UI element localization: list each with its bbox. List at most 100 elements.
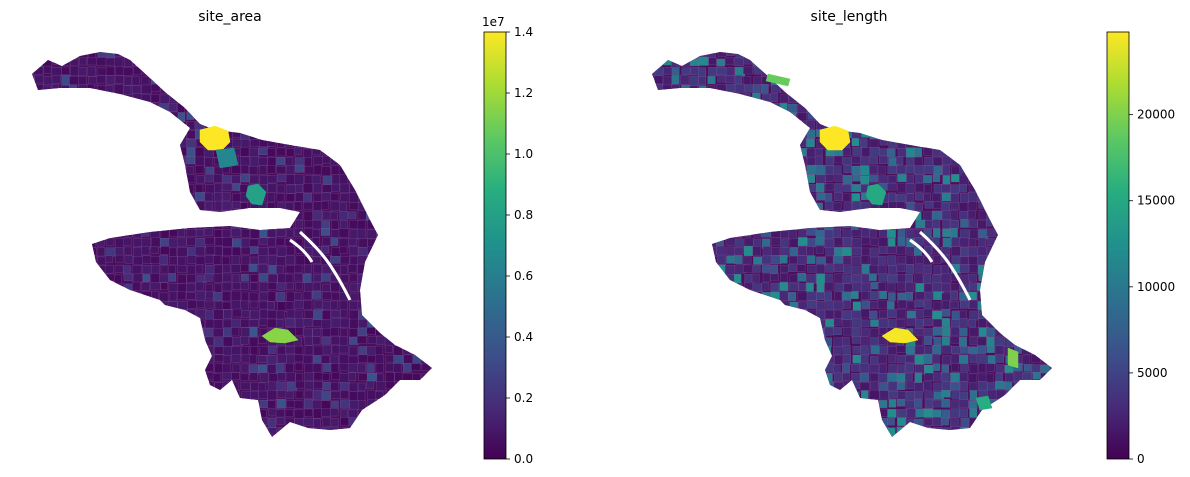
map-cell: [295, 119, 305, 129]
map-cell: [79, 121, 88, 130]
map-cell: [986, 75, 995, 86]
map-cell: [160, 282, 168, 290]
map-cell: [1049, 354, 1052, 364]
map-cell: [393, 355, 404, 365]
map-cell: [329, 76, 338, 87]
map-cell: [969, 353, 978, 364]
map-cell: [403, 309, 413, 319]
map-cell: [888, 138, 897, 149]
map-cell: [652, 129, 654, 139]
map-cell: [97, 202, 107, 211]
map-cell: [394, 156, 404, 167]
map-cell: [221, 435, 232, 437]
map-cell: [78, 129, 89, 140]
map-cell: [213, 219, 224, 230]
map-cell: [994, 354, 1004, 363]
map-cell: [788, 84, 798, 95]
map-cell: [806, 336, 815, 346]
map-cell: [652, 238, 654, 248]
map-cell: [249, 219, 258, 230]
map-cell: [825, 300, 835, 310]
map-cell: [258, 255, 268, 264]
map-cell: [160, 41, 170, 50]
map-cell: [1014, 391, 1025, 402]
map-cell: [663, 363, 672, 373]
map-cell: [662, 156, 671, 166]
map-cell: [1021, 229, 1032, 238]
map-cell: [671, 102, 681, 111]
map-cell: [725, 291, 736, 299]
map-cell: [133, 256, 143, 266]
map-cell: [652, 274, 655, 283]
map-cell: [743, 354, 752, 362]
map-cell: [385, 129, 396, 139]
map-cell: [394, 246, 404, 254]
map-cell: [743, 138, 753, 148]
map-cell: [1013, 400, 1024, 410]
map-cell: [240, 363, 249, 373]
map-cell: [906, 201, 916, 211]
map-cell: [1014, 202, 1024, 212]
map-cell: [304, 220, 314, 228]
map-cell: [79, 264, 88, 275]
map-cell: [1014, 274, 1024, 284]
map-cell: [212, 390, 221, 401]
map-cell: [843, 83, 854, 92]
map-cell: [222, 41, 232, 49]
map-cell: [761, 319, 771, 330]
map-cell: [860, 319, 870, 328]
map-cell: [366, 58, 375, 67]
map-cell: [905, 264, 915, 274]
map-cell: [385, 436, 395, 437]
map-cell: [969, 219, 978, 228]
map-cell: [204, 76, 213, 84]
map-cell: [348, 346, 358, 357]
map-cell: [662, 93, 672, 102]
map-cell: [789, 436, 798, 437]
map-cell: [88, 174, 97, 183]
map-cell: [1031, 417, 1041, 426]
map-cell: [204, 40, 213, 50]
map-cell: [717, 74, 726, 83]
map-cell: [851, 381, 861, 389]
map-cell: [797, 336, 807, 345]
map-cell: [771, 390, 782, 398]
map-cell: [897, 299, 907, 309]
map-cell: [294, 400, 304, 409]
map-cell: [652, 201, 653, 211]
map-cell: [43, 111, 51, 120]
map-cell: [51, 121, 62, 132]
map-cell: [914, 436, 924, 437]
map-cell: [978, 58, 988, 69]
map-cell: [177, 335, 187, 346]
map-cell: [403, 75, 411, 85]
map-cell: [286, 229, 294, 238]
map-cell: [653, 265, 663, 275]
map-cell: [384, 227, 393, 236]
map-cell: [815, 400, 824, 409]
map-cell: [1032, 427, 1042, 437]
map-cell: [394, 184, 403, 193]
map-cell: [196, 93, 206, 103]
map-cell: [123, 129, 133, 138]
map-cell: [106, 301, 116, 311]
map-cell: [312, 121, 322, 130]
map-cell: [832, 418, 843, 427]
map-cell: [132, 93, 143, 101]
map-cell: [78, 84, 88, 93]
map-cell: [149, 373, 160, 381]
map-cell: [1040, 381, 1050, 391]
map-cell: [798, 345, 809, 354]
map-cell: [276, 398, 286, 409]
map-cell: [33, 39, 41, 46]
map-cell: [123, 119, 134, 129]
map-cell: [115, 147, 123, 158]
map-cell: [835, 40, 844, 48]
map-cell: [104, 265, 114, 274]
map-cell: [744, 373, 755, 383]
map-cell: [751, 183, 762, 193]
map-cell: [942, 165, 951, 176]
map-cell: [698, 310, 709, 319]
map-cell: [348, 372, 357, 381]
map-cell: [239, 373, 249, 381]
